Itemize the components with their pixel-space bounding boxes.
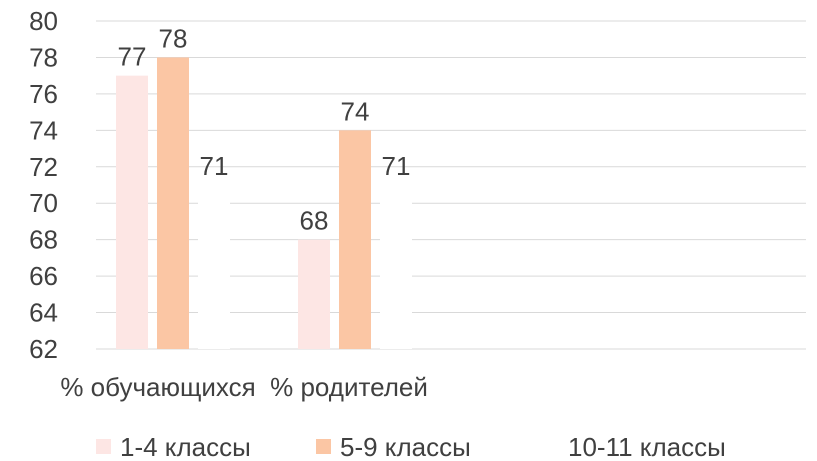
- data-label: 71: [382, 151, 411, 181]
- data-label: 78: [159, 23, 188, 53]
- legend-swatch: [544, 439, 559, 454]
- category-labels: % обучающихся % родителей: [60, 372, 428, 402]
- data-labels: 77 78 71 68 74 71: [118, 23, 411, 235]
- y-tick-label: 72: [29, 152, 58, 182]
- bar-2-2: [339, 130, 371, 349]
- bar-1-3: [198, 185, 230, 349]
- legend: 1-4 классы 5-9 классы 10-11 классы: [96, 432, 726, 461]
- bar-2-1: [298, 239, 330, 349]
- legend-label: 1-4 классы: [120, 432, 251, 461]
- bar-2-3: [380, 185, 412, 349]
- legend-item: 5-9 классы: [316, 432, 471, 461]
- y-tick-label: 66: [29, 261, 58, 291]
- y-tick-label: 78: [29, 42, 58, 72]
- y-tick-label: 62: [29, 334, 58, 364]
- legend-label: 5-9 классы: [340, 432, 471, 461]
- y-tick-label: 74: [29, 115, 58, 145]
- bars: [116, 57, 412, 350]
- bar-1-1: [116, 75, 148, 350]
- bar-1-2: [157, 57, 189, 349]
- category-label: % обучающихся: [60, 372, 255, 402]
- y-axis-ticks: 62 64 66 68 70 72 74 76 78 80: [29, 6, 58, 364]
- y-tick-label: 80: [29, 6, 58, 36]
- data-label: 68: [300, 206, 329, 236]
- data-label: 74: [341, 96, 370, 126]
- category-label: % родителей: [270, 372, 428, 402]
- y-tick-label: 76: [29, 79, 58, 109]
- legend-swatch: [96, 439, 111, 454]
- legend-item: 10-11 классы: [544, 432, 726, 461]
- data-label: 71: [200, 151, 229, 181]
- legend-item: 1-4 классы: [96, 432, 251, 461]
- legend-swatch: [316, 439, 331, 454]
- data-label: 77: [118, 42, 147, 72]
- y-tick-label: 70: [29, 188, 58, 218]
- y-tick-label: 68: [29, 225, 58, 255]
- y-tick-label: 64: [29, 298, 58, 328]
- legend-label: 10-11 классы: [568, 432, 726, 461]
